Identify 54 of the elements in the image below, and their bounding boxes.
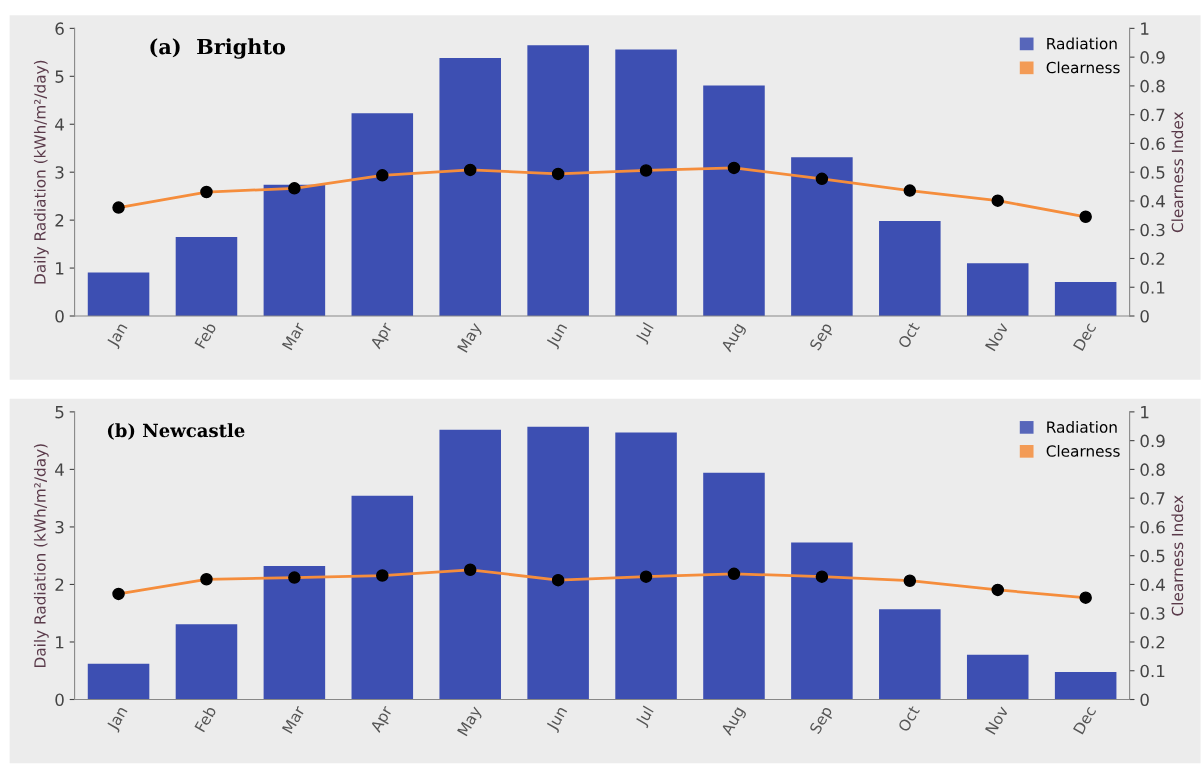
x-tick-label: Jul xyxy=(634,705,657,729)
y-tick-label: 5 xyxy=(55,70,64,83)
x-tick-label: Jan xyxy=(106,705,131,733)
legend-label: Clearness xyxy=(1046,61,1120,74)
y2-tick-label: 0.5 xyxy=(1140,166,1165,179)
y2-tick-label: 0.2 xyxy=(1140,252,1165,266)
y2-tick-label: 0.2 xyxy=(1140,635,1165,649)
y2-tick-label: 0.1 xyxy=(1140,664,1165,678)
y-tick-label: 6 xyxy=(55,22,64,35)
x-tick-label: Feb xyxy=(194,321,217,349)
y-tick-label: 0 xyxy=(55,693,64,707)
y2-tick-label: 0.5 xyxy=(1140,549,1165,563)
legend-label: Clearness xyxy=(1046,445,1120,457)
y2-tick-label: 0.1 xyxy=(1140,281,1165,294)
y-tick-label: 2 xyxy=(55,214,64,227)
x-tick-label: Oct xyxy=(897,704,921,733)
y2-tick-label: 0.9 xyxy=(1140,51,1165,64)
y2-tick-label: 1 xyxy=(1141,22,1149,35)
y-tick-label: 3 xyxy=(55,520,64,534)
y2-tick-label: 1 xyxy=(1141,406,1149,419)
x-tick-label: Jun xyxy=(545,705,570,734)
y-tick-label: 1 xyxy=(56,262,64,275)
x-tick-label: Jul xyxy=(634,322,657,345)
legend-label: Radiation xyxy=(1047,37,1117,50)
y2-tick-label: 0.3 xyxy=(1140,223,1165,237)
y-axis-title: Daily Radiation (kWh/m²/day) xyxy=(33,444,49,667)
legend-label: Radiation xyxy=(1047,421,1117,433)
y2-tick-label: 0.9 xyxy=(1140,434,1165,448)
y2-tick-label: 0.4 xyxy=(1140,194,1165,208)
y-tick-label: 4 xyxy=(55,118,64,131)
y-axis-title: Daily Radiation (kWh/m²/day) xyxy=(33,60,49,284)
y-tick-label: 5 xyxy=(55,406,64,419)
y-tick-label: 0 xyxy=(55,309,64,323)
x-tick-label: Oct xyxy=(897,321,921,349)
y2-axis-title: Clearness Index xyxy=(1171,111,1184,233)
y2-tick-label: 0 xyxy=(1140,309,1149,323)
x-tick-label: Jan xyxy=(106,322,131,350)
y2-tick-label: 0.7 xyxy=(1140,492,1165,505)
y-tick-label: 2 xyxy=(55,578,64,591)
x-tick-label: Feb xyxy=(194,705,217,733)
y2-tick-label: 0.6 xyxy=(1140,137,1165,150)
y2-axis-title: Clearness Index xyxy=(1171,495,1184,616)
y-tick-label: 3 xyxy=(55,166,64,179)
y2-tick-label: 0.6 xyxy=(1140,520,1165,534)
y2-tick-label: 0.4 xyxy=(1140,578,1165,592)
y-tick-label: 1 xyxy=(56,636,64,649)
text: (b) Newcastle xyxy=(107,423,245,440)
chart-title: (a) Brighto xyxy=(150,38,286,59)
y2-tick-label: 0.3 xyxy=(1140,607,1165,620)
y-tick-label: 4 xyxy=(55,463,64,476)
y2-tick-label: 0.8 xyxy=(1140,463,1165,476)
y2-tick-label: 0 xyxy=(1140,693,1149,707)
y2-tick-label: 0.7 xyxy=(1140,108,1165,122)
y2-tick-label: 0.8 xyxy=(1140,79,1165,93)
